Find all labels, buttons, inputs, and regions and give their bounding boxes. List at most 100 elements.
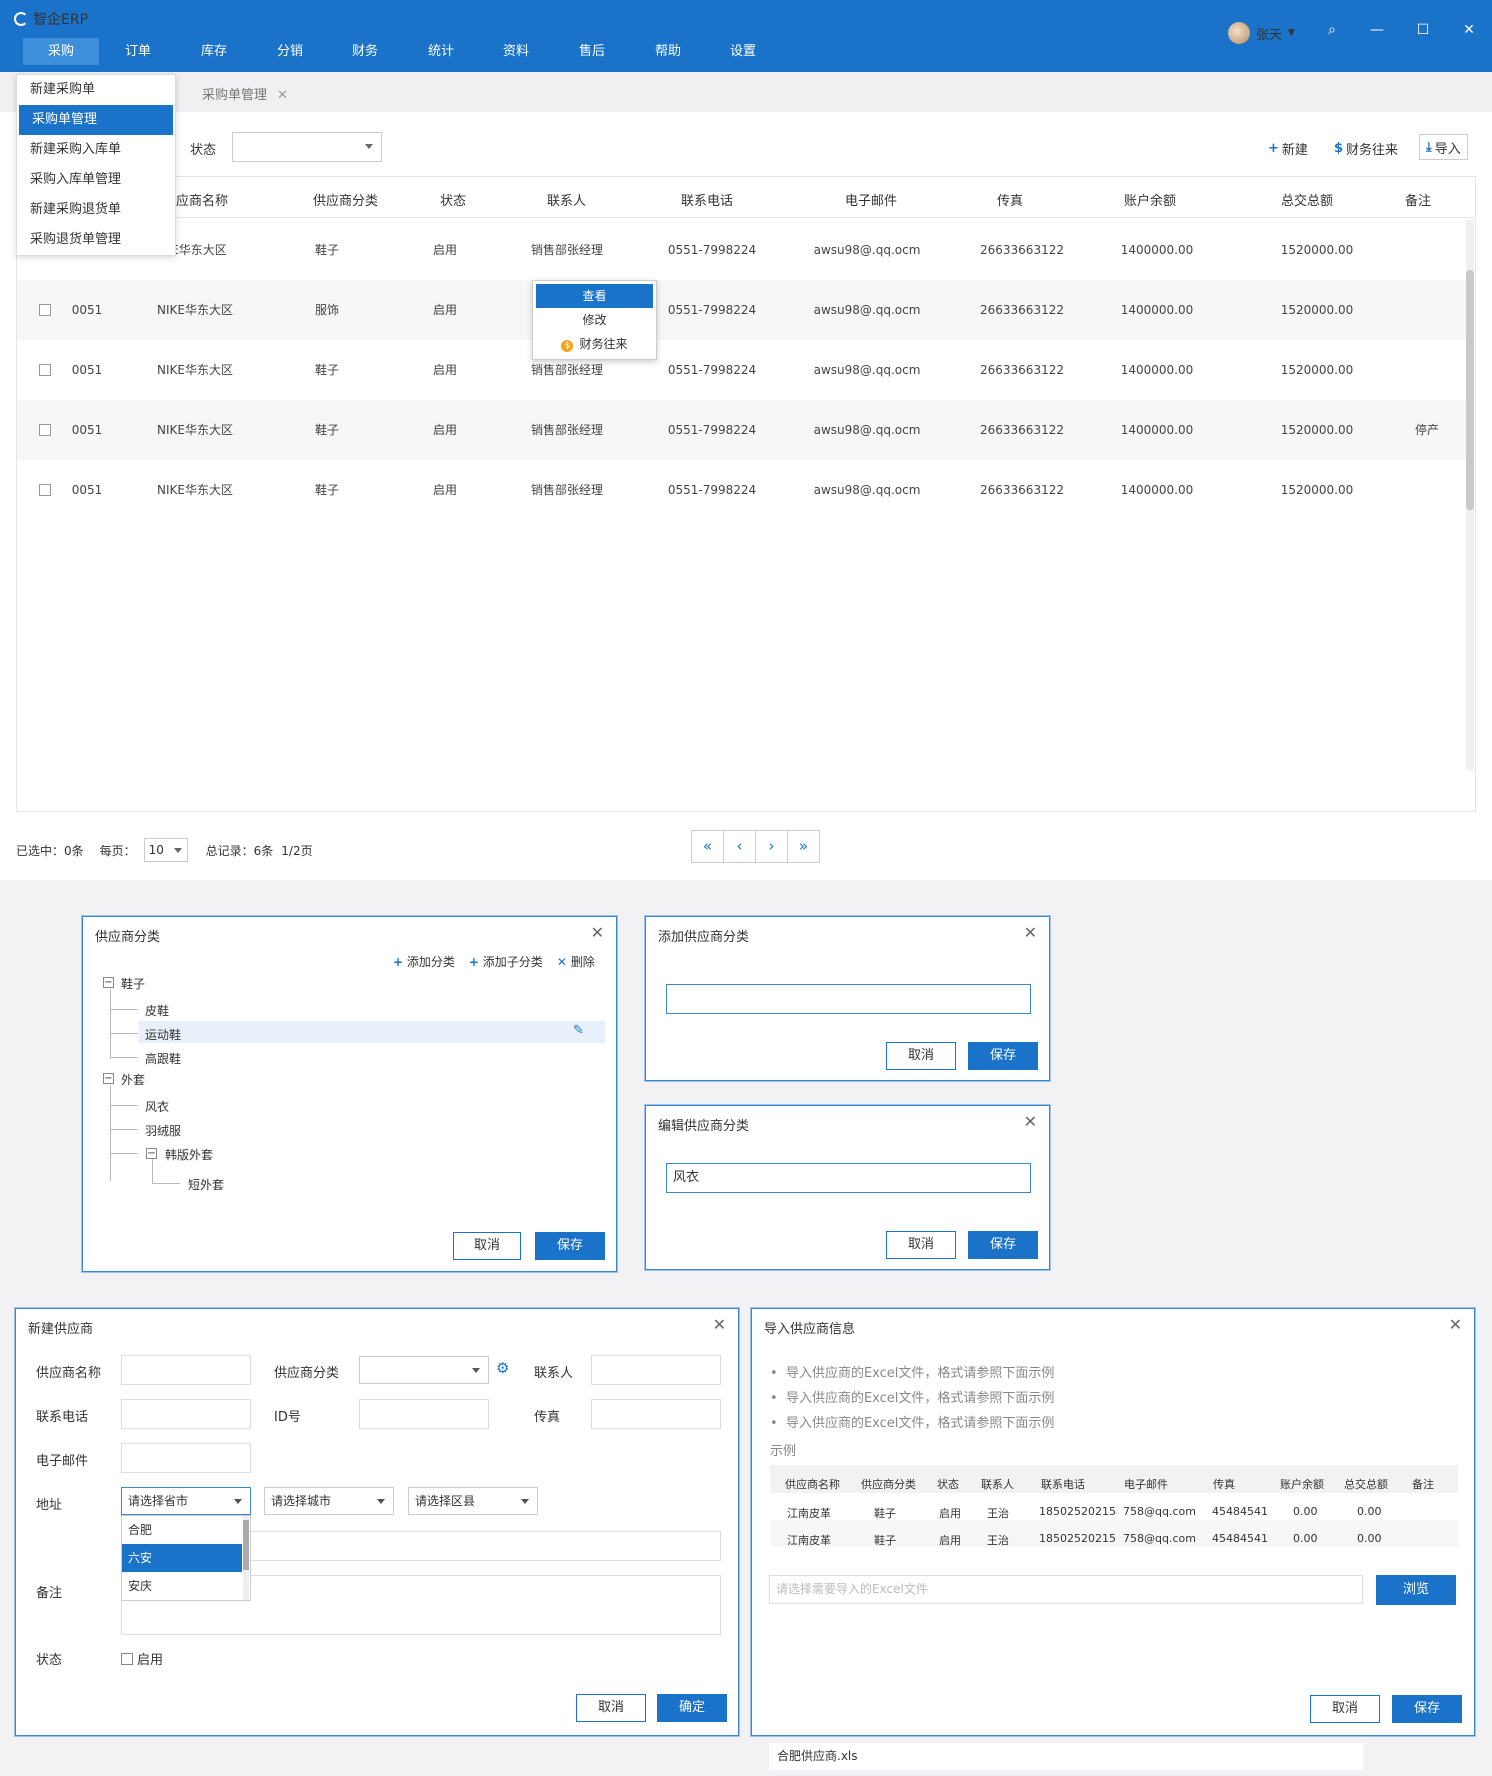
tree-node-down-jacket[interactable]: 羽绒服 — [145, 1124, 182, 1138]
fax-input[interactable] — [591, 1399, 721, 1429]
nav-data[interactable]: 资料 — [502, 44, 529, 59]
close-icon[interactable]: ✕ — [1023, 923, 1037, 942]
close-icon[interactable]: ✕ — [712, 1315, 726, 1334]
maximize-icon[interactable]: ☐ — [1416, 22, 1430, 38]
prev-page-button[interactable]: ‹ — [723, 830, 756, 863]
collapse-icon[interactable]: − — [103, 1073, 114, 1084]
row-checkbox[interactable] — [39, 364, 51, 376]
file-suggestion[interactable]: 合肥供应商.xls — [769, 1743, 1363, 1770]
user-menu[interactable]: 张天 ▼ — [1228, 22, 1295, 44]
add-subcategory-button[interactable]: + 添加子分类 — [469, 953, 543, 970]
nav-purchase[interactable]: 采购 — [23, 38, 99, 65]
nav-help[interactable]: 帮助 — [654, 44, 681, 59]
nav-settings[interactable]: 设置 — [729, 44, 756, 59]
collapse-icon[interactable]: − — [103, 977, 114, 988]
th-contact[interactable]: 联系人 — [547, 194, 587, 209]
close-icon[interactable]: ✕ — [590, 923, 604, 942]
close-tab-icon[interactable]: ✕ — [277, 88, 288, 103]
contact-input[interactable] — [591, 1355, 721, 1385]
tree-node-coat[interactable]: 外套 — [121, 1073, 146, 1087]
tree-node-heels[interactable]: 高跟鞋 — [145, 1052, 182, 1066]
save-button[interactable]: 保存 — [968, 1231, 1038, 1259]
table-row[interactable]: 0051 NIKE华东大区 服饰 启用 0551-7998224 awsu98@… — [17, 280, 1467, 340]
email-input[interactable] — [121, 1443, 251, 1473]
province-option-selected[interactable]: 六安 — [122, 1544, 242, 1572]
collapse-icon[interactable]: − — [146, 1148, 157, 1159]
category-name-input[interactable] — [666, 984, 1031, 1014]
tree-node-windbreaker[interactable]: 风衣 — [145, 1100, 170, 1114]
supplier-name-input[interactable] — [121, 1355, 251, 1385]
province-option[interactable]: 安庆 — [128, 1579, 153, 1593]
th-total[interactable]: 总交总额 — [1281, 194, 1334, 209]
scrollbar-thumb[interactable] — [243, 1520, 249, 1570]
edit-icon[interactable]: ✎ — [573, 1023, 584, 1038]
ctx-finance[interactable]: $ 财务往来 — [536, 332, 653, 356]
last-page-button[interactable]: » — [787, 830, 820, 863]
tree-node-korean-coat[interactable]: 韩版外套 — [165, 1148, 214, 1162]
import-button[interactable]: ⤓ 导入 — [1419, 134, 1468, 160]
close-icon[interactable]: ✕ — [1448, 1315, 1462, 1334]
scrollbar-thumb[interactable] — [1466, 270, 1474, 510]
table-row[interactable]: 0051 NIKE华东大区 鞋子 启用 销售部张经理 0551-7998224 … — [17, 340, 1467, 400]
confirm-button[interactable]: 确定 — [657, 1694, 727, 1722]
gear-icon[interactable]: ⚙ — [496, 1359, 510, 1377]
add-category-button[interactable]: + 添加分类 — [393, 953, 455, 970]
table-row[interactable]: 0051 NIKE华东大区 鞋子 启用 销售部张经理 0551-7998224 … — [17, 460, 1467, 520]
menu-stock-in-management[interactable]: 采购入库单管理 — [30, 172, 122, 187]
phone-input[interactable] — [121, 1399, 251, 1429]
first-page-button[interactable]: « — [691, 830, 724, 863]
close-icon[interactable]: ✕ — [1023, 1112, 1037, 1131]
city-select[interactable]: 请选择城市 — [264, 1487, 394, 1515]
tab-purchase-management[interactable]: 采购单管理 ✕ — [190, 80, 300, 112]
status-filter-select[interactable] — [232, 132, 382, 162]
row-checkbox[interactable] — [39, 484, 51, 496]
nav-finance[interactable]: 财务 — [351, 44, 378, 59]
per-page-select[interactable]: 10 — [143, 838, 188, 862]
tree-node-shoes[interactable]: 鞋子 — [121, 977, 146, 991]
next-page-button[interactable]: › — [755, 830, 788, 863]
search-icon[interactable]: ⌕ — [1328, 22, 1336, 38]
th-fax[interactable]: 传真 — [997, 194, 1024, 209]
th-email[interactable]: 电子邮件 — [845, 194, 898, 209]
row-checkbox[interactable] — [39, 424, 51, 436]
minimize-icon[interactable]: — — [1370, 22, 1384, 38]
province-select[interactable]: 请选择省市 — [121, 1487, 251, 1515]
delete-category-button[interactable]: ✕ 删除 — [557, 953, 595, 970]
th-category[interactable]: 供应商分类 — [313, 194, 379, 209]
ctx-view[interactable]: 查看 — [536, 284, 653, 308]
file-path-input[interactable]: 请选择需要导入的Excel文件 — [769, 1575, 1363, 1604]
table-scrollbar[interactable] — [1466, 220, 1474, 770]
nav-inventory[interactable]: 库存 — [200, 44, 227, 59]
id-input[interactable] — [359, 1399, 489, 1429]
tree-node-short-coat[interactable]: 短外套 — [188, 1178, 225, 1192]
close-icon[interactable]: ✕ — [1463, 22, 1475, 38]
browse-button[interactable]: 浏览 — [1376, 1575, 1456, 1605]
menu-new-purchase-order[interactable]: 新建采购单 — [30, 82, 96, 97]
finance-button[interactable]: $ 财务往来 — [1334, 139, 1398, 158]
province-option[interactable]: 合肥 — [128, 1523, 153, 1537]
save-button[interactable]: 保存 — [1392, 1695, 1462, 1723]
cancel-button[interactable]: 取消 — [576, 1694, 646, 1722]
nav-statistics[interactable]: 统计 — [427, 44, 454, 59]
dropdown-scrollbar[interactable] — [243, 1516, 249, 1600]
cancel-button[interactable]: 取消 — [886, 1042, 956, 1070]
district-select[interactable]: 请选择区县 — [408, 1487, 538, 1515]
tree-node-sport[interactable]: 运动鞋 — [145, 1028, 182, 1042]
supplier-category-select[interactable] — [359, 1356, 489, 1384]
new-button[interactable]: + 新建 — [1268, 139, 1308, 158]
cancel-button[interactable]: 取消 — [453, 1232, 521, 1260]
row-checkbox[interactable] — [39, 304, 51, 316]
th-name[interactable]: 应商名称 — [176, 194, 229, 209]
ctx-edit[interactable]: 修改 — [582, 313, 607, 327]
th-balance[interactable]: 账户余额 — [1124, 194, 1177, 209]
table-row[interactable]: KE华东大区 鞋子 启用 销售部张经理 0551-7998224 awsu98@… — [17, 220, 1467, 280]
save-button[interactable]: 保存 — [535, 1232, 605, 1260]
th-note[interactable]: 备注 — [1405, 194, 1432, 209]
category-name-input[interactable]: 风衣 — [666, 1163, 1031, 1193]
menu-new-return[interactable]: 新建采购退货单 — [30, 202, 122, 217]
table-row[interactable]: 0051 NIKE华东大区 鞋子 启用 销售部张经理 0551-7998224 … — [17, 400, 1467, 460]
nav-aftersales[interactable]: 售后 — [578, 44, 605, 59]
cancel-button[interactable]: 取消 — [886, 1231, 956, 1259]
checkbox-icon[interactable] — [121, 1652, 133, 1665]
nav-distribution[interactable]: 分销 — [276, 44, 303, 59]
